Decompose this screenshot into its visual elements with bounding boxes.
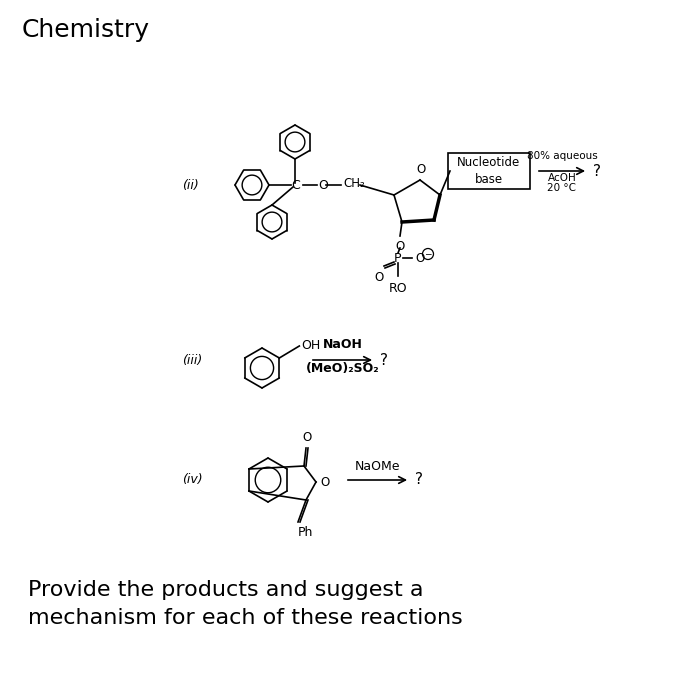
Text: O: O [416,163,426,176]
Text: RO: RO [389,282,407,295]
Text: 20 °C: 20 °C [547,183,577,193]
FancyBboxPatch shape [448,153,530,189]
Text: ?: ? [380,353,388,368]
Text: ?: ? [415,473,423,488]
Text: O: O [375,271,384,284]
Text: OH: OH [301,339,320,351]
Text: Nucleotide
base: Nucleotide base [458,156,521,186]
Text: −: − [424,250,432,259]
Text: CH₂: CH₂ [343,177,364,190]
Text: O: O [318,179,328,192]
Text: O: O [415,251,424,264]
Text: O: O [320,475,329,489]
Text: C: C [292,179,301,192]
Text: Provide the products and suggest a: Provide the products and suggest a [28,580,424,600]
Text: Chemistry: Chemistry [22,18,150,42]
Text: 80% aqueous: 80% aqueous [526,151,597,161]
Text: P: P [394,251,402,264]
Text: AcOH: AcOH [547,173,577,183]
Text: O: O [303,431,311,444]
Text: Ph: Ph [298,526,313,539]
Text: O: O [395,240,405,253]
Text: (iv): (iv) [182,473,203,486]
Text: NaOH: NaOH [322,338,362,351]
Text: (MeO)₂SO₂: (MeO)₂SO₂ [306,362,379,375]
Text: (ii): (ii) [182,179,199,192]
Text: mechanism for each of these reactions: mechanism for each of these reactions [28,608,463,628]
Text: NaOMe: NaOMe [355,460,401,473]
Text: ?: ? [593,164,601,179]
Text: (iii): (iii) [182,353,202,366]
